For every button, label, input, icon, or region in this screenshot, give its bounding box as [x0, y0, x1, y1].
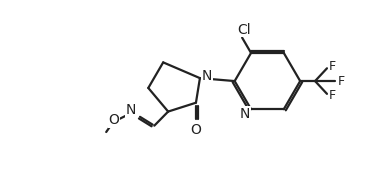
- Text: F: F: [328, 89, 336, 102]
- Text: N: N: [240, 107, 250, 121]
- Text: O: O: [108, 113, 119, 127]
- Text: F: F: [337, 75, 344, 88]
- Text: O: O: [191, 123, 201, 137]
- Text: N: N: [202, 69, 212, 83]
- Text: F: F: [328, 60, 336, 73]
- Text: Cl: Cl: [237, 23, 251, 37]
- Text: N: N: [125, 103, 136, 117]
